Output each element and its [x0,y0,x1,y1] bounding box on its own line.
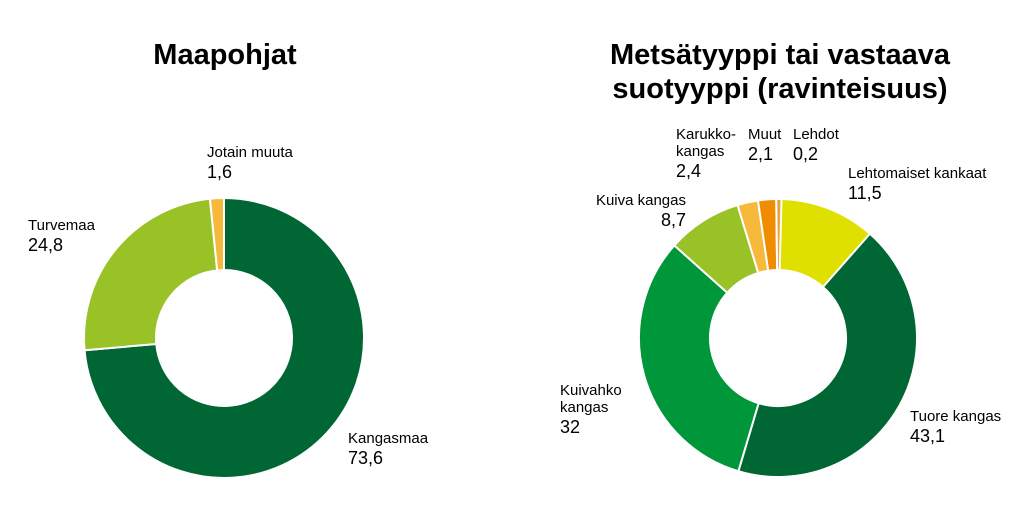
donut-slice-1-6 [775,198,783,272]
donut-slice-0-1 [83,197,219,352]
slice-value: 43,1 [910,426,946,446]
donut-slice-1-1 [737,232,918,478]
slice-value: 73,6 [348,448,384,468]
slice-label-kuivahko-kangas: Kuivahko kangas 32 [560,382,622,438]
slice-name: Lehtomaiset kankaat [848,165,987,182]
slice-label-turvemaa: Turvemaa 24,8 [28,217,95,256]
chart-title-metsatyyppi: Metsätyyppi tai vastaava suotyyppi (ravi… [609,39,951,105]
slice-value: 8,7 [660,210,686,230]
slice-name: Muut [748,126,782,143]
slice-name: Karukko- kangas [676,126,737,160]
slice-label-tuore-kangas: Tuore kangas 43,1 [910,408,1001,447]
chart-title-maapohjat: Maapohjat [153,39,297,71]
slice-value: 1,6 [207,162,233,182]
slice-label-lehdot: Lehdot 0,2 [793,126,839,165]
donut-slice-0-0 [83,196,365,479]
slice-value: 11,5 [848,183,882,203]
slice-name: Jotain muuta [207,144,293,161]
slice-name: Lehdot [793,126,839,143]
slice-name: Kangasmaa [348,430,429,447]
slice-label-kangasmaa: Kangasmaa 73,6 [348,430,428,469]
slice-name: Kuivahko kangas [560,382,622,416]
slice-name: Tuore kangas [910,408,1002,425]
slice-value: 2,4 [676,161,702,181]
slice-label-karukko-kangas: Karukko- kangas 2,4 [676,126,736,182]
slice-value: 0,2 [793,144,819,164]
donut-slice-0-2 [208,196,225,272]
slice-name: Kuiva kangas [595,192,686,209]
donut-slice-1-2 [638,244,760,473]
slice-label-jotain-muuta: Jotain muuta 1,6 [207,144,293,183]
slice-name: Turvemaa [28,217,95,234]
slice-label-lehtomaiset-kankaat: Lehtomaiset kankaat 11,5 [848,165,986,204]
slice-value: 24,8 [28,235,64,255]
slice-label-muut: Muut 2,1 [748,126,781,165]
slice-value: 2,1 [748,144,774,164]
slice-label-kuiva-kangas: Kuiva kangas 8,7 [570,192,686,231]
slice-value: 32 [560,417,581,437]
